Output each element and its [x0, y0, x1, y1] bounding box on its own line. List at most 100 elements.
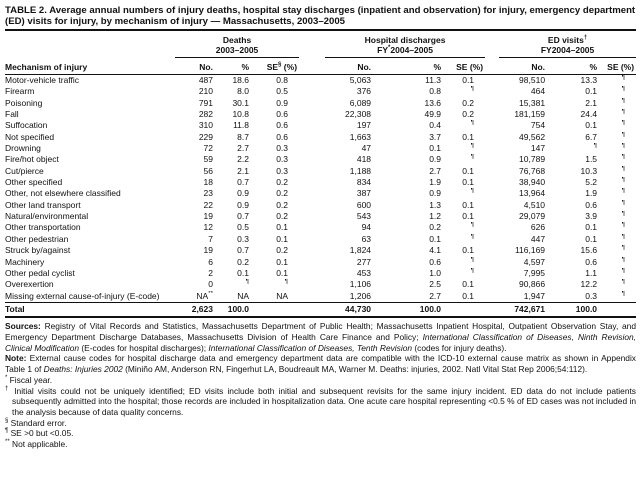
value-cell: 0.4 — [429, 120, 442, 131]
header-gap — [299, 57, 326, 75]
table-row: Other transportation 12 0.5 0.1 94 0.2 ¶ 626 0.1… — [5, 222, 636, 233]
footnote-line: Note: External cause codes for hospital … — [5, 353, 636, 375]
table-page: TABLE 2. Average annual numbers of injur… — [5, 5, 637, 449]
gap-cell — [485, 211, 499, 222]
table-row: Other land transport 22 0.9 0.2 600 1.3 0.1 4,5… — [5, 200, 636, 211]
value-cell: 1,188 — [349, 165, 372, 176]
row-label: Cut/pierce — [5, 165, 44, 176]
value-cell: 10,789 — [519, 154, 546, 165]
value-cell: 543 — [356, 211, 372, 222]
table-row: Not specified 229 8.7 0.6 1,663 3.7 0.1 49,562 6… — [5, 132, 636, 143]
value-cell: 38,940 — [519, 177, 546, 188]
value-cell: 834 — [356, 177, 372, 188]
value-cell: ¶ — [621, 143, 626, 150]
value-cell: ¶ — [621, 109, 626, 116]
column-group-deaths: Deaths 2003–2005 — [175, 34, 300, 58]
value-cell: 210 — [198, 86, 213, 97]
injury-table: Mechanism of injury Deaths 2003–2005 Hosp… — [5, 34, 637, 319]
gap-cell — [485, 279, 499, 290]
gap-cell — [299, 301, 326, 319]
gap-cell — [299, 166, 325, 177]
value-cell: 387 — [356, 188, 372, 199]
value-cell: 0.1 — [585, 222, 598, 233]
column-header-hospital-discharges-no: No. — [325, 57, 374, 75]
value-cell: 0.1 — [462, 131, 475, 142]
value-cell: ¶ — [470, 120, 475, 127]
gap-cell — [485, 245, 499, 256]
row-label: Not specified — [5, 131, 55, 142]
gap-cell — [485, 200, 499, 211]
value-cell: ¶ — [621, 211, 626, 218]
footnote-line: Sources: Registry of Vital Records and S… — [5, 321, 636, 353]
table-row: Cut/pierce 56 2.1 0.3 1,188 2.7 0.1 76,768 10.3 ¶ — [5, 166, 636, 177]
value-cell: 0.3 — [276, 154, 289, 165]
row-label: Poisoning — [5, 97, 43, 108]
column-header-deaths-se: SE§ (%) — [251, 57, 300, 75]
value-cell: 44,730 — [325, 301, 374, 319]
value-cell: 4,597 — [523, 256, 546, 267]
value-cell: NA — [237, 290, 249, 301]
value-cell: 6.7 — [585, 131, 598, 142]
value-cell: ¶ — [621, 177, 626, 184]
row-label: Total — [5, 301, 175, 319]
row-label: Overexertion — [5, 279, 54, 290]
value-cell: 100.0 — [373, 301, 444, 319]
value-cell: 0.2 — [276, 211, 289, 222]
value-cell: 98,510 — [519, 75, 546, 85]
gap-cell — [299, 291, 325, 303]
table-row: Other, not elsewhere classified 23 0.9 0.2 3… — [5, 188, 636, 199]
value-cell: 0.6 — [585, 199, 598, 210]
value-cell: 2.1 — [237, 165, 249, 176]
value-cell: 626 — [530, 222, 546, 233]
value-cell: 0.1 — [276, 233, 289, 244]
row-label: Firearm — [5, 86, 35, 97]
value-cell: 0.6 — [429, 256, 442, 267]
row-label: Drowning — [5, 143, 41, 154]
total-row: Total 2,623 100.0 44,730 100.0 742,671 100.0 — [5, 301, 637, 319]
row-label: Other land transport — [5, 199, 81, 210]
value-cell: 23 — [203, 188, 213, 199]
gap-cell — [485, 234, 499, 245]
value-cell: 72 — [203, 143, 213, 154]
gap-cell — [485, 86, 499, 97]
gap-cell — [299, 245, 325, 256]
table-row: Other pedal cyclist 2 0.1 0.1 453 1.0 ¶ 7,995 1.… — [5, 268, 636, 279]
value-cell: 0.2 — [276, 177, 289, 188]
value-cell: 59 — [203, 154, 213, 165]
row-label: Other pedestrian — [5, 233, 69, 244]
gap-cell — [299, 257, 325, 268]
column-header-mechanism: Mechanism of injury — [5, 34, 175, 75]
value-cell: 742,671 — [499, 301, 548, 319]
value-cell: 3.7 — [429, 131, 442, 142]
value-cell: 7 — [208, 233, 213, 244]
value-cell: ¶ — [593, 143, 598, 150]
gap-cell — [485, 132, 499, 143]
value-cell: 22,308 — [345, 109, 372, 120]
value-cell: 22 — [203, 199, 213, 210]
table-row: Firearm 210 8.0 0.5 376 0.8 ¶ 464 0.1 ¶ — [5, 86, 636, 97]
column-header-ed-visits-no: No. — [499, 57, 548, 75]
column-header-ed-visits-se: SE (%) — [599, 57, 637, 75]
value-cell: 29,079 — [519, 211, 546, 222]
value-cell: ¶ — [470, 154, 475, 161]
value-cell: NA — [276, 290, 289, 301]
gap-cell — [299, 75, 325, 87]
value-cell: ¶ — [470, 222, 475, 229]
value-cell: 13,964 — [519, 188, 546, 199]
value-cell: 0.2 — [429, 222, 442, 233]
value-cell: 0.7 — [237, 245, 249, 256]
value-cell: ¶ — [621, 199, 626, 206]
value-cell: ¶ — [470, 267, 475, 275]
gap-cell — [299, 109, 325, 120]
value-cell: 2.7 — [237, 143, 249, 154]
value-cell: 0.9 — [237, 199, 249, 210]
footnote-line: § Standard error. — [5, 417, 67, 428]
value-cell: 13.3 — [580, 75, 598, 85]
column-header-deaths-no: No. — [175, 57, 215, 75]
gap-cell — [299, 211, 325, 222]
value-cell: 7,995 — [523, 267, 546, 278]
row-label: Other pedal cyclist — [5, 267, 75, 278]
value-cell: 1.9 — [585, 188, 598, 199]
value-cell: 2.7 — [429, 290, 442, 301]
value-cell: 1.2 — [429, 211, 442, 222]
